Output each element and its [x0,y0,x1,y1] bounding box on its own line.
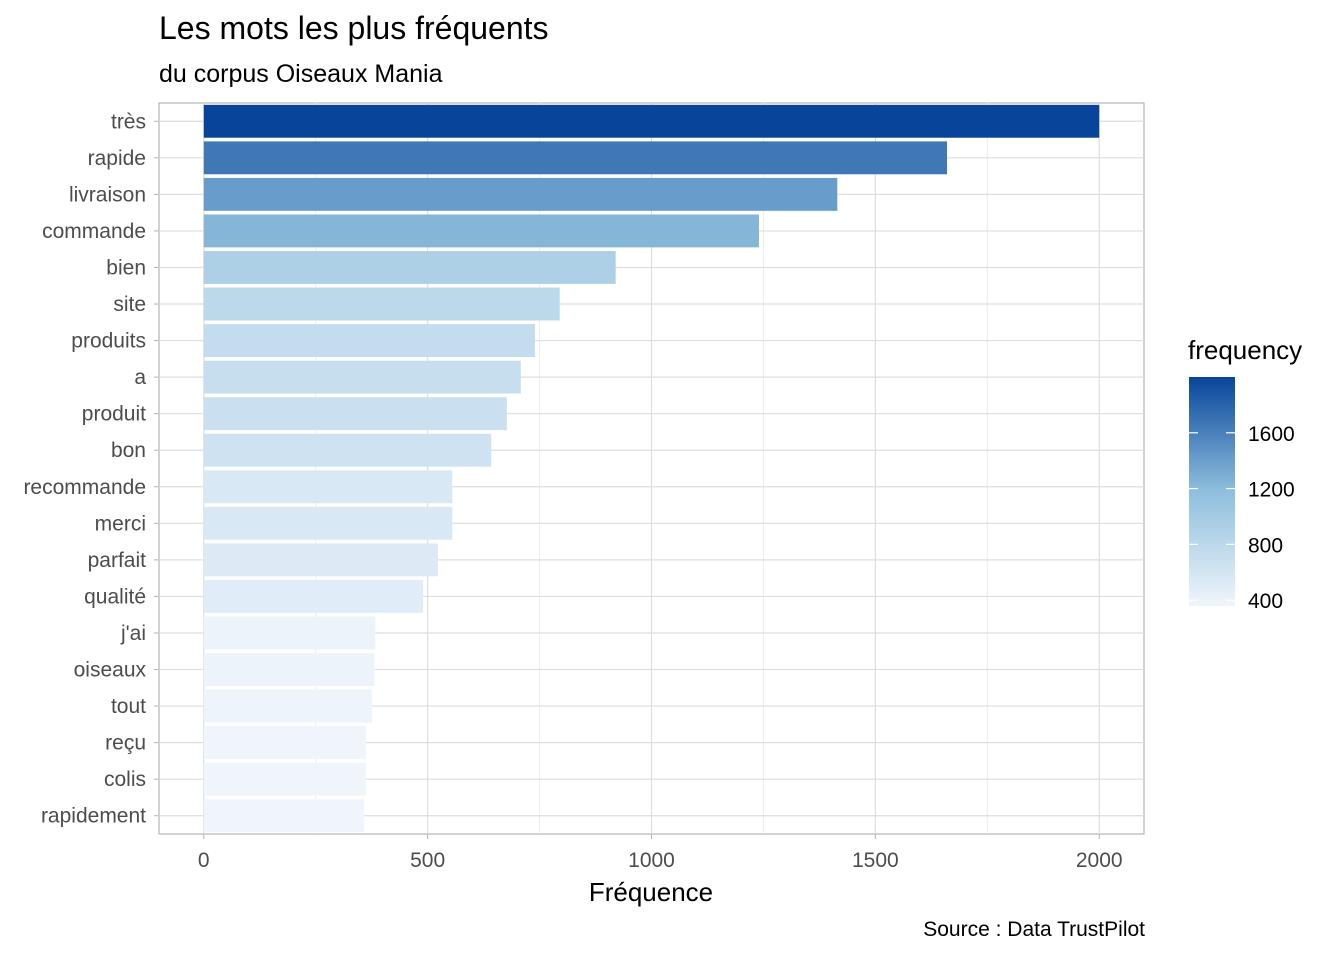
bar-reçu [203,726,366,760]
bar-colis [203,762,366,796]
y-tick-label: j'ai [120,622,146,645]
x-tick-label: 1000 [628,849,675,872]
y-tick-label: site [113,293,146,316]
legend-colorbar [1189,377,1235,606]
bar-commande [203,214,759,248]
x-axis-labels: 0 500 1000 1500 2000 [198,834,1123,872]
y-tick-label: reçu [105,732,146,755]
y-tick-label: rapidement [41,805,146,828]
legend-tick-label: 1600 [1248,423,1295,446]
bar-j'ai [203,616,376,650]
bar-merci [203,506,453,540]
legend-tick-label: 1200 [1248,479,1295,502]
bar-bien [203,251,616,284]
bars [203,104,1100,833]
y-tick-label: produit [82,403,146,426]
y-tick-label: tout [111,695,146,718]
chart-title: Les mots les plus fréquents [159,10,549,46]
y-tick-label: rapide [88,147,146,170]
legend-ticks: 400 800 1200 1600 [1189,423,1295,613]
legend-tick-label: 400 [1248,590,1283,613]
bar-a [203,360,521,394]
bar-livraison [203,177,838,211]
bar-bon [203,433,492,467]
y-axis-labels: très rapide livraison commande bien site produ… [23,110,159,828]
chart-subtitle: du corpus Oiseaux Mania [159,60,443,88]
x-tick-label: 2000 [1076,849,1123,872]
legend-tick-label: 800 [1248,534,1283,557]
y-tick-label: produits [71,330,146,353]
y-tick-label: très [111,110,146,133]
bar-produit [203,397,507,431]
bar-produits [203,324,536,358]
y-tick-label: qualité [84,585,146,608]
bar-rapide [203,141,948,175]
bar-qualité [203,579,424,613]
y-tick-label: recommande [23,476,146,499]
bar-rapidement [203,799,365,833]
color-legend: frequency 400 800 1200 1600 [1188,335,1302,613]
y-tick-label: livraison [69,183,146,206]
y-tick-label: a [134,366,146,389]
y-tick-label: oiseaux [74,659,147,682]
y-tick-label: bon [111,439,146,462]
y-tick-label: parfait [88,549,147,572]
bar-recommande [203,470,453,504]
y-tick-label: commande [42,220,146,243]
x-tick-label: 500 [410,849,445,872]
y-tick-label: merci [95,512,146,535]
x-axis-title: Fréquence [589,877,713,907]
y-tick-label: colis [104,768,146,791]
bar-oiseaux [203,653,375,686]
bar-très [203,104,1100,138]
x-tick-label: 0 [198,849,210,872]
bar-site [203,287,560,321]
bar-tout [203,689,373,723]
x-tick-label: 1500 [852,849,899,872]
bar-parfait [203,543,438,577]
chart-caption: Source : Data TrustPilot [923,918,1145,941]
legend-title: frequency [1188,335,1302,365]
y-tick-label: bien [106,256,146,279]
